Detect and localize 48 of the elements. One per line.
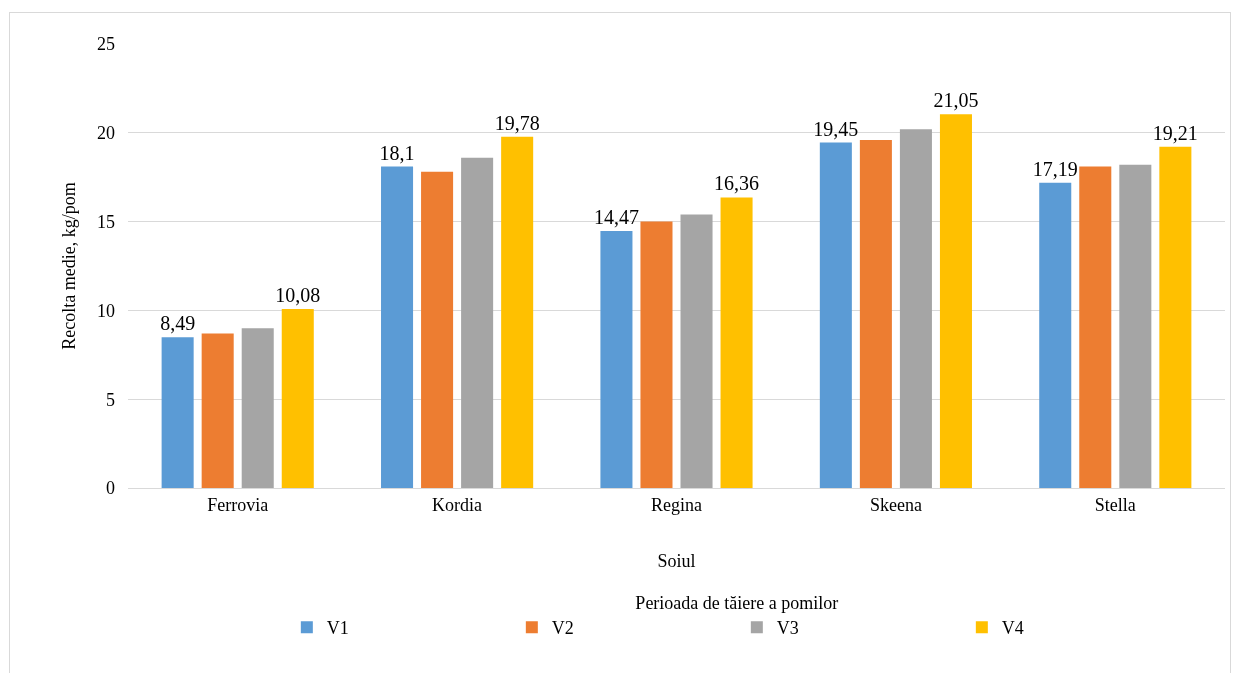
data-label: 17,19 bbox=[1032, 157, 1078, 180]
bar bbox=[201, 333, 234, 488]
x-tick-label: Skeena bbox=[869, 494, 922, 515]
y-tick-label: 0 bbox=[106, 478, 115, 499]
x-tick-label: Regina bbox=[651, 494, 702, 515]
y-tick-label: 20 bbox=[97, 123, 115, 144]
bar bbox=[1119, 164, 1152, 488]
bar bbox=[461, 157, 494, 488]
x-tick-label: Stella bbox=[1094, 494, 1136, 515]
bar bbox=[1039, 182, 1072, 488]
y-tick-label: 25 bbox=[97, 34, 115, 55]
bar bbox=[381, 166, 414, 488]
bar bbox=[161, 337, 194, 488]
data-label: 18,1 bbox=[379, 141, 415, 164]
x-axis-title: Soiul bbox=[657, 550, 696, 571]
data-label: 10,08 bbox=[275, 283, 321, 306]
y-axis-title: Recolta medie, kg/pom bbox=[59, 182, 80, 350]
y-tick-label: 5 bbox=[106, 389, 115, 410]
data-label: 19,21 bbox=[1152, 121, 1198, 144]
bar bbox=[640, 221, 673, 488]
legend-label: V2 bbox=[551, 618, 574, 639]
data-label: 21,05 bbox=[933, 89, 979, 112]
data-label: 19,45 bbox=[813, 117, 859, 140]
data-label: 19,78 bbox=[494, 111, 540, 134]
legend-title: Perioada de tăiere a pomilor bbox=[635, 593, 839, 614]
bar bbox=[1159, 146, 1192, 488]
y-tick-label: 15 bbox=[97, 211, 115, 232]
bar bbox=[680, 214, 713, 488]
legend-label: V3 bbox=[776, 618, 799, 639]
bar bbox=[819, 142, 852, 488]
bar bbox=[241, 328, 274, 488]
legend-label: V4 bbox=[1001, 618, 1024, 639]
data-label: 8,49 bbox=[160, 312, 196, 335]
bar bbox=[600, 231, 633, 488]
bar bbox=[281, 308, 314, 488]
bar bbox=[899, 129, 932, 488]
data-label: 14,47 bbox=[593, 206, 639, 229]
data-label: 16,36 bbox=[714, 172, 760, 195]
y-tick-label: 10 bbox=[97, 300, 115, 321]
x-tick-label: Ferrovia bbox=[207, 494, 269, 515]
bar bbox=[939, 114, 972, 488]
bar bbox=[720, 197, 753, 488]
bar bbox=[421, 171, 454, 488]
legend-label: V1 bbox=[326, 618, 349, 639]
bar bbox=[1079, 166, 1112, 488]
bar bbox=[859, 139, 892, 488]
bar bbox=[501, 136, 534, 488]
x-tick-label: Kordia bbox=[432, 494, 483, 515]
